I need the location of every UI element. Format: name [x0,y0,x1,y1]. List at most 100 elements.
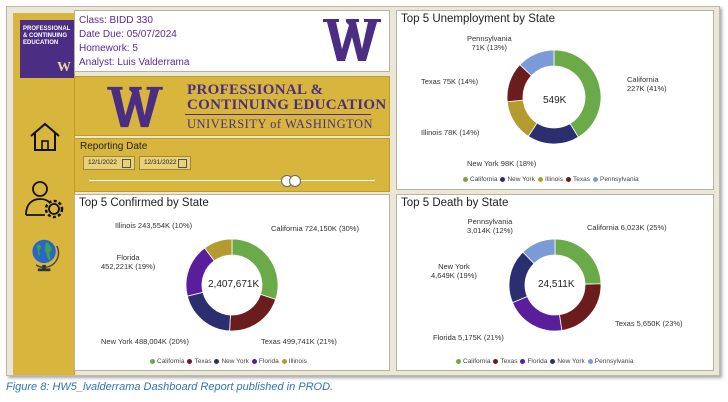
slice-label: Illinois 243,554K (10%) [115,221,193,230]
slice-label: Texas 75K (14%) [421,77,479,86]
confirmed-donut [185,238,279,332]
chart-title: Top 5 Unemployment by State [401,13,556,25]
legend-dot [520,358,526,364]
donut-center-label: 549K [543,95,567,106]
slice-label: Pennsylvania 3,014K (12%) [467,217,513,235]
slice-california[interactable] [231,238,279,300]
unemployment-chart-panel: Top 5 Unemployment by State 549K Pennsyl… [396,10,714,190]
slice-label: California 6,023K (25%) [587,223,667,232]
pce-logo: PROFESSIONAL & CONTINUING EDUCATION W [20,20,74,78]
legend-dot [150,358,155,364]
banner-title-1: PROFESSIONAL & [187,82,324,98]
legend-item[interactable]: Pennsylvania [599,176,639,183]
slice-label: Texas 499,741K (21%) [261,337,337,346]
banner-divider [185,114,371,115]
slice-texas[interactable] [559,283,602,331]
slice-florida[interactable] [511,295,563,332]
legend-item[interactable]: California [157,358,185,365]
chart-legend: California Texas New York Florida Illinois [147,358,307,365]
slice-label: New York 98K (18%) [467,159,537,168]
slice-label: New York 4,649K (19%) [431,262,477,280]
legend-dot [493,358,499,364]
legend-item[interactable]: Texas [573,176,590,183]
legend-dot [456,358,461,364]
death-donut [508,238,602,332]
legend-dot [587,358,593,364]
donut-center-label: 24,511K [538,279,575,290]
legend-item[interactable]: Florida [258,358,279,365]
slice-texas[interactable] [229,293,277,332]
end-date-value: 12/31/2022 [144,159,177,166]
header-info-panel: Class: BIDD 330 Date Due: 05/07/2024 Hom… [74,10,390,72]
legend-item[interactable]: California [470,176,498,183]
legend-item[interactable]: Texas [500,358,518,365]
slice-new-york[interactable] [527,122,579,145]
start-date-input[interactable]: 12/1/2022 [83,156,135,170]
legend-dot [463,176,468,182]
legend-item[interactable]: New York [557,358,585,365]
legend-item[interactable]: Florida [527,358,548,365]
legend-item[interactable]: Texas [194,358,212,365]
logo-letter: W [57,60,71,75]
user-settings-icon[interactable] [23,179,65,219]
globe-icon[interactable] [27,237,63,273]
legend-item[interactable]: Illinois [544,176,563,183]
legend-dot [566,176,571,182]
legend-dot [281,358,287,364]
logo-text: PROFESSIONAL & CONTINUING EDUCATION [23,26,71,46]
uw-w-logo [323,19,381,61]
slice-pennsylvania[interactable] [522,238,556,265]
analyst-label: Analyst: Luis Valderrama [79,57,190,68]
pce-banner: PROFESSIONAL & CONTINUING EDUCATION UNIV… [74,76,390,136]
legend-item[interactable]: New York [507,176,535,183]
date-filter-title: Reporting Date [80,141,148,152]
death-chart-panel: Top 5 Death by State 24,511K Pennsylvani… [396,194,714,371]
legend-dot [251,358,257,364]
slice-label: Texas 5,650K (23%) [615,319,683,328]
slice-label: Florida 5,175K (21%) [433,333,504,342]
slice-new-york[interactable] [186,291,231,332]
slice-label: California 724,150K (30%) [271,224,359,233]
start-date-value: 12/1/2022 [88,159,117,166]
slice-label: New York 488,004K (20%) [101,337,189,346]
calendar-icon[interactable] [178,159,187,168]
chart-legend: California Texas Florida New York Pennsylvan… [453,358,633,365]
slice-illinois[interactable] [204,238,233,262]
slice-label: Illinois 78K (14%) [421,128,480,137]
legend-dot [592,176,598,182]
end-date-input[interactable]: 12/31/2022 [139,156,191,170]
homework-label: Homework: 5 [79,43,138,54]
banner-w-logo [107,86,163,128]
slice-label: Pennsylvania 71K (13%) [467,34,512,52]
chart-title: Top 5 Confirmed by State [79,197,209,209]
banner-title-2: CONTINUING EDUCATION [187,97,387,113]
legend-item[interactable]: Pennsylvania [594,358,634,365]
legend-dot [537,176,543,182]
date-range-slider[interactable] [89,180,375,181]
date-filter-panel: Reporting Date 12/1/2022 12/31/2022 [74,138,390,192]
slice-california[interactable] [553,49,602,138]
confirmed-chart-panel: Top 5 Confirmed by State 2,407,671K Illi… [74,194,390,371]
calendar-icon[interactable] [122,159,131,168]
home-icon[interactable] [27,119,63,155]
legend-dot [187,358,193,364]
sidebar: PROFESSIONAL & CONTINUING EDUCATION W [13,13,75,375]
slice-pennsylvania[interactable] [519,49,555,77]
slice-label: Florida 452,221K (19%) [101,253,156,271]
figure-caption: Figure 8: HW5_lvalderrama Dashboard Repo… [6,381,334,393]
legend-dot [550,358,556,364]
legend-item[interactable]: California [463,358,491,365]
legend-dot [500,176,506,182]
chart-title: Top 5 Death by State [401,197,509,209]
legend-dot [214,358,220,364]
slider-end-handle[interactable] [289,175,301,187]
legend-item[interactable]: Illinois [288,358,307,365]
slice-california[interactable] [554,238,602,285]
chart-legend: California New York Illinois Texas Pennsylva… [460,176,639,183]
banner-subtitle: UNIVERSITY of WASHINGTON [187,117,374,131]
unemployment-donut [506,49,602,145]
donut-center-label: 2,407,671K [208,279,260,290]
slice-label: California 227K (41%) [627,75,667,93]
class-label: Class: BIDD 330 [79,15,153,26]
legend-item[interactable]: New York [221,358,249,365]
